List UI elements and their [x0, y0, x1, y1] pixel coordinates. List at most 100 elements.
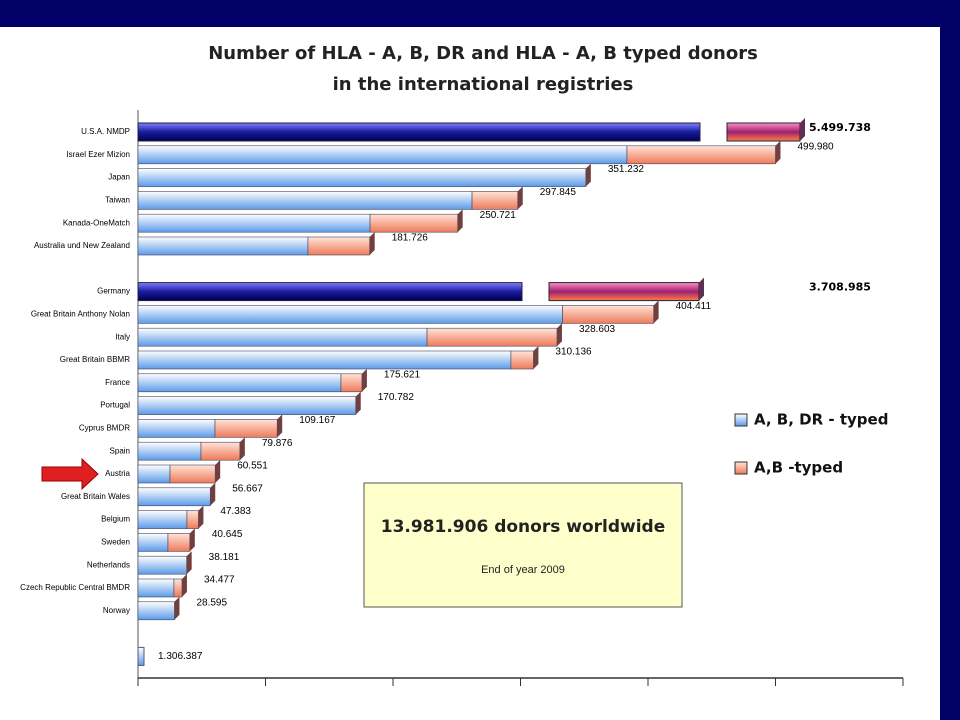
total-label: 28.595	[196, 597, 227, 608]
y-tick-label: Great Britain Anthony Nolan	[31, 310, 130, 319]
bar	[137, 441, 202, 461]
bar-side	[361, 368, 367, 392]
bar-side	[556, 323, 562, 347]
legend-label: A,B -typed	[754, 459, 843, 477]
y-tick-label: Portugal	[100, 401, 130, 410]
bar	[340, 373, 363, 393]
y-tick-label: Italy	[115, 332, 130, 341]
annotation-headline: 13.981.906 donors worldwide	[381, 517, 666, 537]
bar	[548, 282, 700, 302]
bar	[137, 578, 175, 598]
bar	[167, 533, 191, 552]
y-tick-label: Kanada-OneMatch	[63, 218, 130, 227]
bar	[137, 396, 357, 415]
bar	[562, 305, 654, 324]
bar	[626, 145, 776, 165]
y-tick-label: U.S.A. NMDP	[81, 127, 130, 136]
total-label: 170.782	[378, 392, 415, 403]
title-line: in the international registries	[333, 74, 634, 95]
total-label: 56.667	[232, 483, 263, 494]
bar-side	[457, 209, 463, 233]
y-tick-label: Czech Republic Central BMDR	[20, 583, 130, 592]
y-tick-label: Australia und New Zealand	[34, 241, 130, 250]
total-label: 181.726	[392, 233, 429, 244]
bar-side	[277, 414, 283, 438]
bar-side	[186, 551, 192, 575]
y-tick-label: France	[105, 378, 130, 387]
total-label: 175.621	[384, 369, 421, 380]
y-tick-label: Japan	[108, 173, 130, 182]
total-label: 60.551	[237, 461, 268, 472]
bar	[137, 327, 428, 347]
bar	[137, 419, 216, 438]
total-label: 310.136	[555, 347, 592, 358]
bar	[137, 236, 309, 256]
y-tick-label: Belgium	[101, 515, 130, 524]
total-label: 250.721	[480, 210, 517, 221]
arrow	[41, 457, 99, 491]
title-line: Number of HLA - A, B, DR and HLA - A, B …	[208, 43, 758, 64]
total-label: 328.603	[579, 324, 616, 335]
total-label: 297.845	[540, 187, 577, 198]
bar	[426, 327, 558, 347]
bar	[369, 213, 458, 233]
bar	[726, 122, 801, 142]
bar-side	[174, 596, 180, 620]
bar-side	[210, 482, 216, 506]
bar-side	[181, 574, 187, 597]
bar-side	[800, 118, 805, 141]
total-label: 1.306.387	[158, 651, 203, 662]
bar	[307, 236, 371, 256]
y-tick-label: Israel Ezer Mizion	[66, 150, 130, 159]
total-label: 47.383	[220, 506, 251, 517]
total-label: 499.980	[797, 141, 834, 152]
bar	[137, 464, 171, 484]
bar-side	[775, 140, 781, 164]
bar-side	[517, 186, 523, 210]
bar	[137, 122, 701, 142]
bar	[471, 191, 519, 210]
bar-side	[239, 437, 245, 461]
bar	[137, 213, 371, 233]
bar-side	[215, 460, 221, 483]
legend-label: A, B, DR - typed	[754, 411, 888, 429]
bar	[200, 441, 241, 461]
annotation-note: End of year 2009	[481, 564, 565, 576]
y-tick-label: Netherlands	[87, 560, 130, 569]
bar-side	[198, 505, 204, 529]
total-label: 109.167	[299, 415, 336, 426]
bar	[169, 464, 216, 484]
bar	[137, 533, 169, 552]
bar-side	[653, 300, 659, 324]
bar-side	[533, 346, 539, 369]
y-tick-label: Sweden	[101, 538, 130, 547]
bar	[137, 555, 187, 575]
y-tick-label: Great Britain BBMR	[60, 355, 130, 364]
bar	[137, 601, 175, 621]
bar-side	[699, 277, 704, 301]
bar-side	[355, 391, 361, 415]
bar	[137, 282, 523, 302]
legend-swatch	[734, 413, 748, 427]
y-tick-label: Norway	[103, 606, 130, 615]
total-label: 3.708.985	[809, 281, 871, 294]
bar	[137, 373, 342, 393]
total-label: 34.477	[204, 575, 235, 586]
bar	[137, 305, 563, 324]
bar-side	[585, 163, 591, 187]
bar	[137, 145, 628, 165]
total-label: 351.232	[608, 164, 645, 175]
bar	[186, 510, 199, 529]
total-label: 404.411	[676, 301, 712, 312]
total-label: 5.499.738	[809, 121, 871, 134]
bar	[214, 419, 278, 438]
total-label: 40.645	[212, 529, 243, 540]
y-tick-label: Austria	[105, 469, 130, 478]
total-label: 79.876	[262, 438, 293, 449]
bar	[137, 191, 473, 210]
bar	[173, 578, 183, 598]
bar-side	[369, 232, 375, 255]
bar	[137, 350, 512, 370]
annotation-box	[363, 482, 683, 608]
